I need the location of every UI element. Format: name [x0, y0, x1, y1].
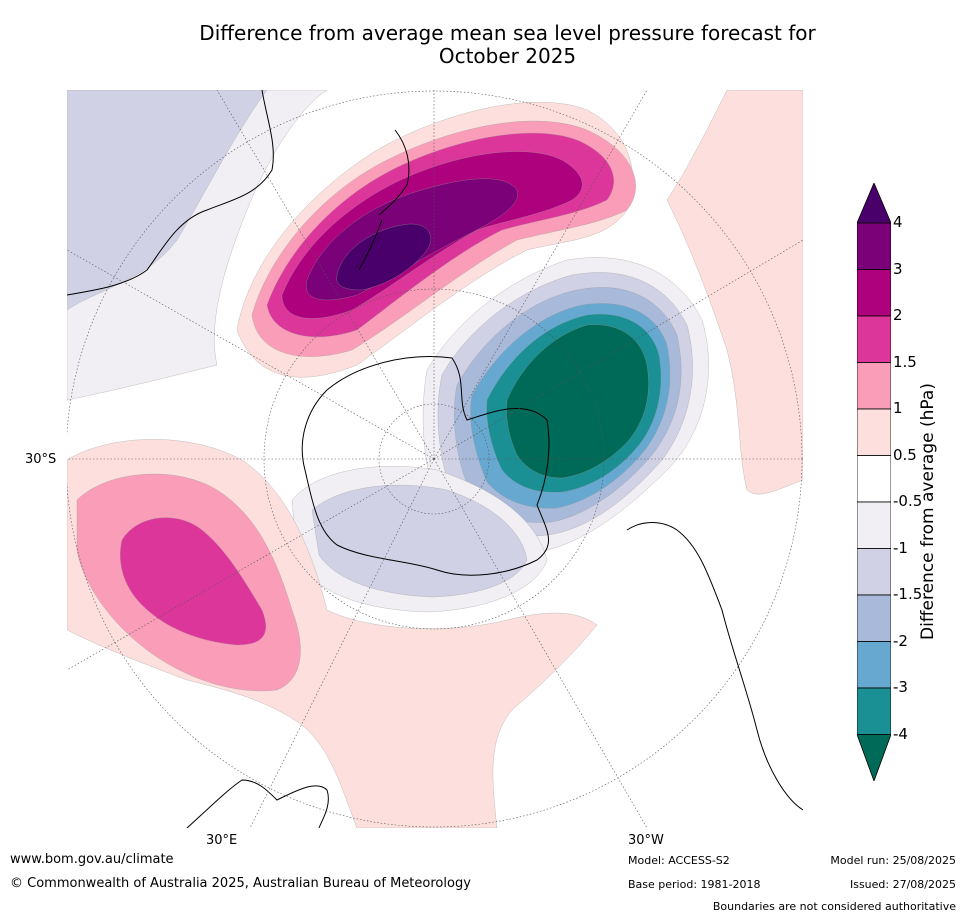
colorbar-tick-label: -1: [893, 538, 908, 557]
colorbar-title: Difference from average (hPa): [918, 383, 938, 640]
footer-copyright: © Commonwealth of Australia 2025, Austra…: [10, 876, 471, 891]
colorbar-tick-label: 3: [893, 259, 903, 278]
map-svg: [67, 90, 803, 828]
footer-model-run: Model run: 25/08/2025: [830, 854, 956, 867]
anomaly-region-neg-south-1-5: [311, 485, 528, 598]
coastline-australia: [67, 90, 274, 296]
colorbar-segment-n1: [856, 501, 892, 549]
colorbar-tick-label: -2: [893, 631, 908, 650]
colorbar-segment-p2: [856, 269, 892, 317]
colorbar-segment-p3: [856, 222, 892, 270]
graticule-circle-80s: [378, 403, 490, 515]
graticule-meridian-9: [433, 239, 803, 460]
footer-base-period: Base period: 1981-2018: [628, 878, 761, 891]
anomaly-region-neg-east-4-below: [506, 324, 649, 479]
footer-disclaimer: Boundaries are not considered authoritat…: [712, 900, 956, 913]
coastline-new-zealand: [358, 129, 410, 271]
pressure-anomaly-map[interactable]: [67, 90, 803, 828]
colorbar-tick-label: 0.5: [893, 445, 917, 464]
anomaly-region-neg1-west: [67, 90, 268, 311]
colorbar-segment-p1: [856, 362, 892, 410]
graticule-meridian-6: [433, 90, 648, 460]
colorbar-svg: [856, 181, 892, 783]
footer-model: Model: ACCESS-S2: [628, 854, 730, 867]
graticule-meridian-5: [433, 458, 648, 828]
lon-label-30e: 30°E: [206, 833, 238, 848]
colorbar-tick-label: -4: [893, 724, 908, 743]
title-line-2: October 2025: [438, 44, 577, 68]
footer-website: www.bom.gov.au/climate: [10, 852, 174, 867]
colorbar-tick-label: 1: [893, 399, 903, 417]
colorbar-tick-label: 2: [893, 306, 903, 324]
graticule-meridian-10: [67, 458, 435, 671]
lon-label-30w: 30°W: [628, 833, 664, 848]
colorbar-extend-upper: [856, 181, 892, 224]
anomaly-region-pos-north-4: [336, 223, 431, 291]
colorbar-segment-n1-5: [856, 548, 892, 596]
graticule: [67, 90, 803, 828]
coastline-south-america: [626, 522, 803, 811]
colorbar-tick-label: 1.5: [893, 352, 917, 371]
chart-title: Difference from average mean sea level p…: [130, 22, 885, 68]
colorbar-tick-label: -0.5: [893, 492, 923, 510]
colorbar-tick-label: -1.5: [893, 585, 923, 603]
colorbar-segment-n4: [856, 687, 892, 735]
lat-label-30s: 30°S: [25, 452, 57, 467]
graticule-circle-60s: [263, 288, 605, 630]
colorbar-extend-lower: [856, 734, 892, 783]
colorbar-tick-label: -3: [893, 678, 908, 696]
anomaly-region-pos-sw-1-5: [120, 517, 266, 646]
graticule-meridian-7: [216, 90, 435, 460]
footer-issued: Issued: 27/08/2025: [849, 878, 956, 891]
colorbar-segment-p0-5: [856, 408, 892, 456]
title-line-1: Difference from average mean sea level p…: [199, 21, 816, 45]
colorbar: [856, 181, 892, 783]
colorbar-segment-n3: [856, 641, 892, 689]
coastline-antarctica: [301, 356, 550, 576]
anomaly-region-pos-east: [666, 90, 803, 495]
coastline-south-africa: [186, 779, 329, 828]
colorbar-segment-zero: [856, 455, 892, 503]
colorbar-segment-n2: [856, 594, 892, 642]
colorbar-segment-p1-5: [856, 315, 892, 363]
colorbar-tick-label: 4: [893, 213, 903, 231]
graticule-meridian-8: [67, 249, 435, 460]
graticule-meridian-4: [249, 458, 435, 828]
